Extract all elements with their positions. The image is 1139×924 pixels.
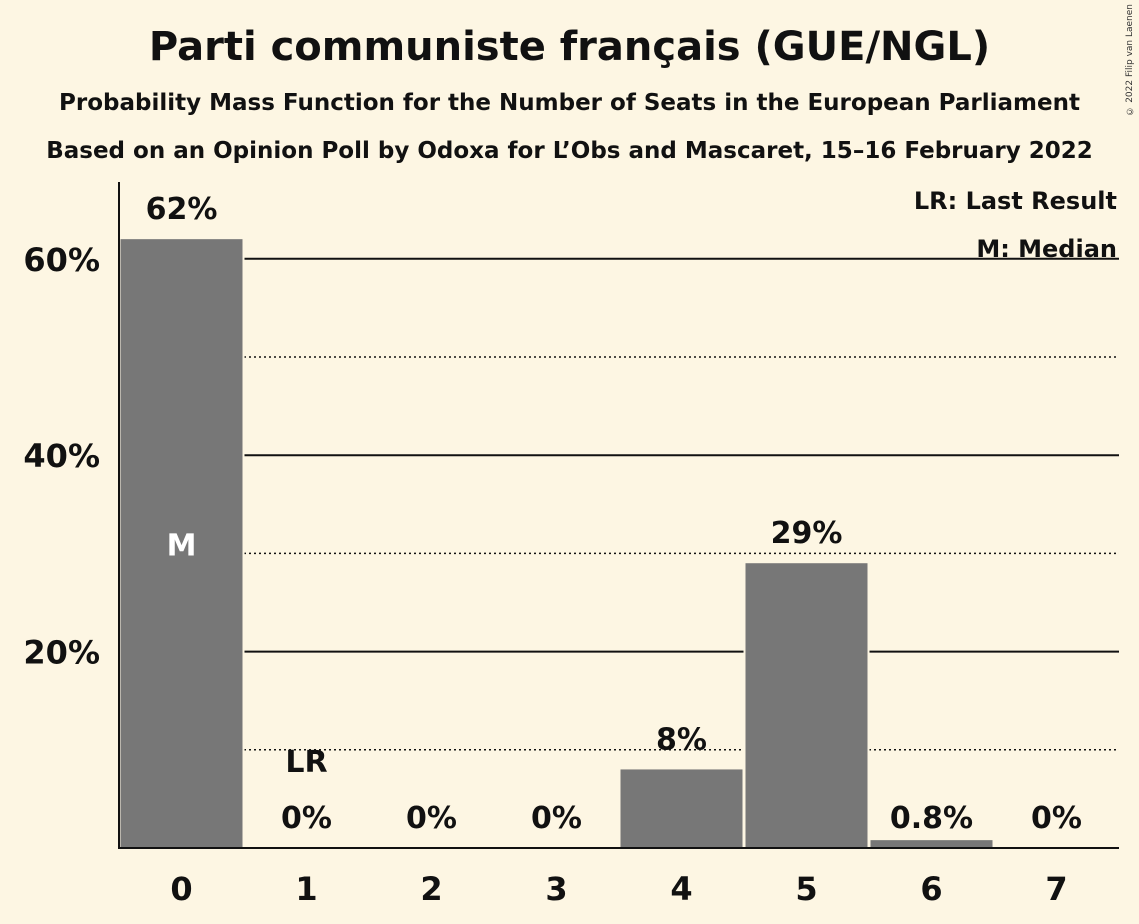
data-label: 0% (406, 801, 457, 836)
data-label: 0.8% (890, 801, 973, 836)
x-tick-label: 5 (795, 870, 817, 908)
data-label: 0% (1031, 801, 1082, 836)
chart-subtitle: Probability Mass Function for the Number… (59, 90, 1080, 116)
data-labels: 62% M 0% LR 0% 0% 8% 29% 0.8% 0% (146, 192, 1082, 836)
x-tick-label: 3 (545, 870, 567, 908)
data-label: 8% (656, 722, 707, 757)
chart-title: Parti communiste français (GUE/NGL) (148, 24, 991, 70)
data-label: 0% (531, 801, 582, 836)
x-tick-label: 7 (1045, 870, 1067, 908)
x-tick-label: 1 (295, 870, 317, 908)
gridlines (119, 257, 1119, 751)
chart-source: Based on an Opinion Poll by Odoxa for L’… (46, 138, 1093, 164)
bars (118, 238, 995, 848)
bar (120, 239, 243, 848)
bar (620, 769, 743, 848)
legend-median: M: Median (976, 235, 1117, 263)
legend-last-result: LR: Last Result (914, 187, 1117, 215)
y-tick-label: 20% (23, 634, 100, 672)
x-tick-label: 4 (670, 870, 692, 908)
x-tick-label: 6 (920, 870, 942, 908)
bar (870, 840, 993, 848)
x-tick-label: 2 (420, 870, 442, 908)
data-label: 0% (281, 801, 332, 836)
data-label: 62% (146, 192, 218, 227)
last-result-marker: LR (285, 745, 327, 780)
y-tick-label: 40% (23, 437, 100, 475)
y-axis-ticks: 20% 40% 60% (23, 241, 100, 672)
median-marker: M (167, 529, 197, 564)
x-tick-label: 0 (170, 870, 192, 908)
data-label: 29% (771, 516, 843, 551)
x-axis-ticks: 0 1 2 3 4 5 6 7 (170, 870, 1067, 908)
bar (745, 563, 868, 848)
y-tick-label: 60% (23, 241, 100, 279)
